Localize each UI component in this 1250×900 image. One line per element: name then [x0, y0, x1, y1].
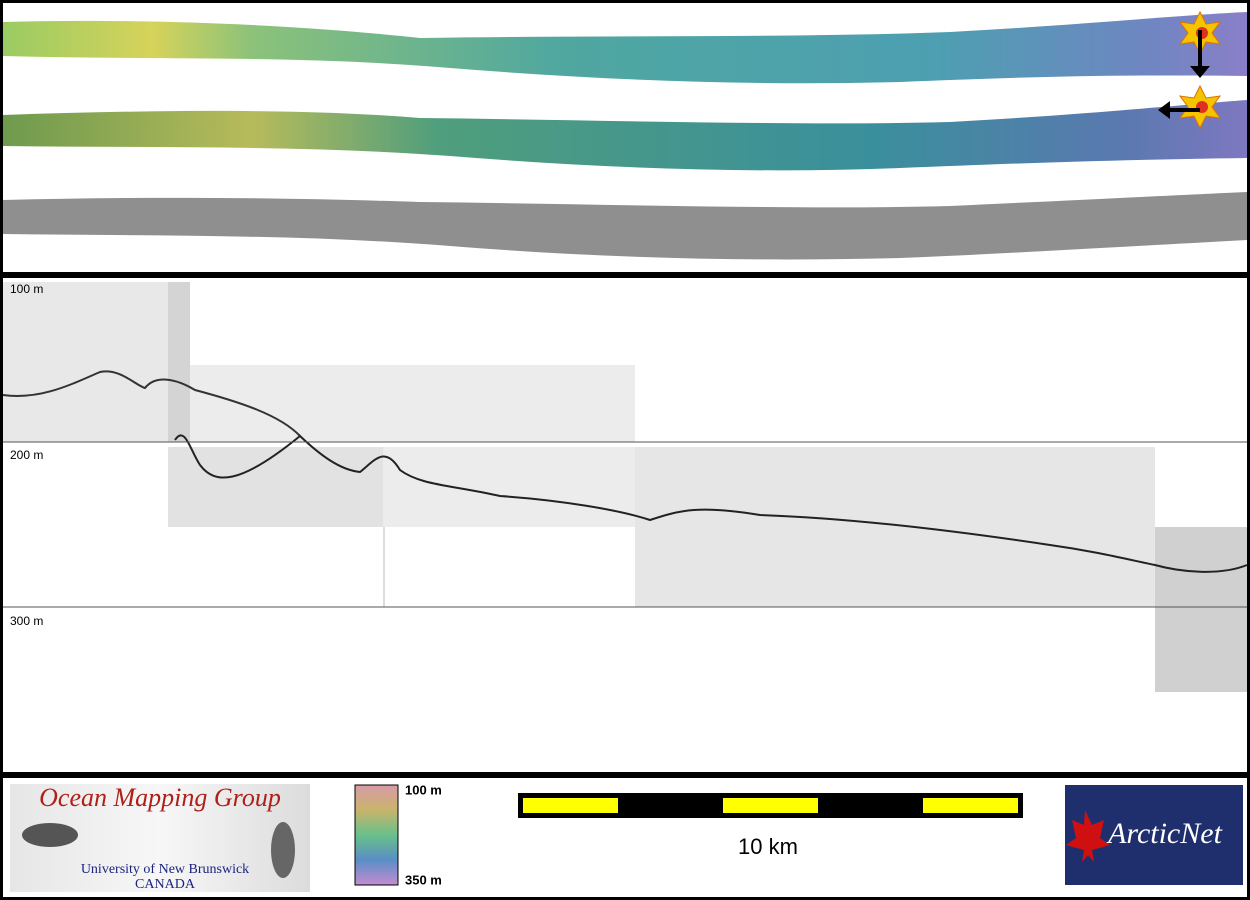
scale-label: 10 km [738, 834, 798, 859]
colorbar-label: 100 m [405, 782, 442, 797]
logo-title: Ocean Mapping Group [39, 783, 281, 812]
bathymetry-swath [3, 12, 1247, 84]
maple-leaf [1066, 810, 1110, 862]
colorbar-label: 350 m [405, 872, 442, 887]
direction-icon [1178, 10, 1222, 78]
depth-label: 200 m [10, 448, 43, 462]
logo-graphic [22, 823, 78, 847]
depth-label: 100 m [10, 282, 43, 296]
depth-label: 300 m [10, 614, 43, 628]
bathymetry-swath [3, 100, 1247, 171]
logo-university: University of New Brunswick [81, 862, 249, 877]
panel-divider [0, 772, 1250, 778]
arcticnet-name: ArcticNet [1106, 817, 1223, 850]
logo-country: CANADA [135, 877, 196, 892]
backscatter-swath [3, 192, 1247, 260]
direction-icon [1158, 84, 1222, 130]
colorbar [354, 784, 399, 886]
scale-bar [518, 793, 1023, 818]
panel-divider [0, 272, 1250, 278]
seismic-profile [2, 282, 1248, 692]
logo-graphic [271, 822, 295, 878]
